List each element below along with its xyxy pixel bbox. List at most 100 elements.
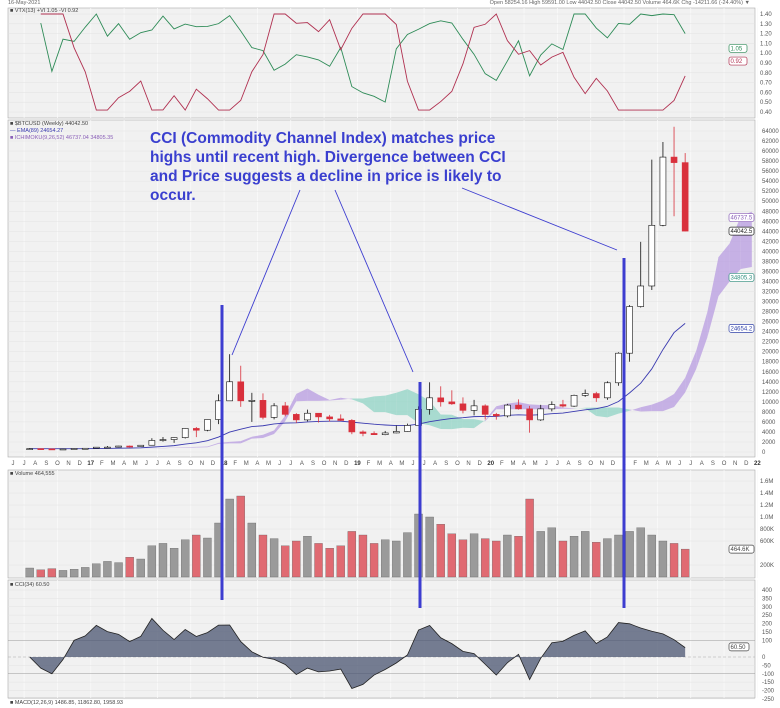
x-tick-label: M [399, 461, 404, 467]
volume-bar [558, 540, 568, 578]
ohlc-readout: Open 58254.16 High 59591.00 Low 44042.50… [489, 0, 750, 6]
x-tick-label: S [311, 461, 315, 467]
candle-body [259, 400, 267, 418]
x-tick-label: A [300, 461, 304, 467]
price-axis-label: 12000 [762, 390, 779, 396]
annotation-text: CCI (Commodity Channel Index) matches pr… [150, 130, 506, 204]
cci-axis-label: 400 [762, 588, 773, 594]
volume-axis-label: 1.2M [760, 503, 773, 509]
chart-date: 16-May-2021 [8, 0, 41, 6]
x-tick-label: N [200, 461, 204, 467]
volume-bar [669, 543, 679, 578]
volume-bar [325, 548, 334, 578]
candle-body [159, 439, 167, 441]
volume-bar [603, 538, 612, 578]
ichimoku-cloud-segment [529, 404, 541, 410]
x-tick-label: J [278, 461, 281, 467]
candle-body [370, 433, 378, 435]
candle-body [70, 448, 78, 450]
candle-body [559, 404, 567, 407]
cci-axis-label: 350 [762, 596, 773, 602]
x-tick-label: D [211, 461, 216, 467]
volume-bar [114, 562, 123, 578]
ichimoku-cloud-segment [374, 395, 386, 413]
x-tick-label: D [77, 461, 82, 467]
ichimoku-cloud-segment [196, 446, 208, 448]
price-axis-label: 40000 [762, 249, 779, 255]
volume-bar [425, 516, 434, 578]
ichimoku-cloud-segment [151, 448, 163, 449]
x-tick-label: J [23, 461, 26, 467]
ichimoku-cloud-segment [162, 447, 175, 449]
price-axis-label: 20000 [762, 350, 779, 356]
volume-bar [203, 537, 212, 578]
volume-bar [314, 543, 323, 578]
ichimoku-cloud-segment [207, 442, 219, 448]
volume-bar [136, 558, 145, 578]
x-tick-label: D [611, 461, 616, 467]
ichimoku-cloud-segment [696, 311, 708, 369]
x-tick-label: S [44, 461, 48, 467]
candle-body [115, 445, 122, 448]
candle-body [193, 428, 200, 431]
volume-bar [169, 548, 179, 578]
x-tick-label: O [588, 461, 593, 467]
x-tick-label: F [633, 461, 637, 467]
volume-bar [47, 568, 57, 578]
vortex-axis-label: 1.10 [760, 41, 772, 47]
volume-bar [592, 542, 601, 578]
x-tick-label: D [344, 461, 349, 467]
ichimoku-cloud-segment [362, 396, 375, 413]
x-tick-label: J [689, 461, 692, 467]
annotation-pointer-line [334, 189, 414, 373]
x-tick-label: O [722, 461, 727, 467]
ichimoku-cloud-segment [707, 257, 719, 338]
candle-body [48, 448, 56, 451]
candle-body [570, 395, 578, 407]
ichimoku-cloud-segment [596, 407, 608, 418]
x-tick-label: N [66, 461, 70, 467]
candle-body [237, 381, 245, 402]
price-axis-label: 2000 [762, 440, 776, 446]
price-axis-label: 34000 [762, 279, 779, 285]
candle-body [270, 405, 278, 418]
price-badge-label: 44042.5 [731, 229, 753, 235]
volume-bar [447, 533, 456, 578]
cci-fill [29, 618, 686, 689]
x-tick-label: M [133, 461, 138, 467]
x-tick-label: S [711, 461, 715, 467]
volume-bar [503, 534, 512, 578]
price-axis-label: 14000 [762, 380, 779, 386]
cci-axis-label: -150 [762, 680, 775, 686]
volume-axis-label: 1.0M [760, 515, 773, 521]
price-axis-label: 52000 [762, 189, 779, 195]
candle-body [248, 400, 256, 402]
volume-badge [728, 544, 755, 554]
volume-axis-label: 1.4M [760, 491, 773, 497]
ichimoku-cloud-segment [307, 388, 319, 401]
ichimoku-cloud-segment [562, 407, 575, 409]
price-axis-label: 32000 [762, 290, 779, 296]
x-tick-label: A [433, 461, 437, 467]
x-tick-label: 20 [487, 461, 494, 467]
x-tick-label: F [500, 461, 504, 467]
x-tick-label: F [367, 461, 371, 467]
price-badge-label: 24654.2 [731, 326, 753, 332]
cci-axis-label: -50 [762, 663, 771, 669]
x-tick-label: A [522, 461, 526, 467]
price-axis-label: 10000 [762, 400, 779, 406]
x-tick-label: O [455, 461, 460, 467]
price-axis-label: 6000 [762, 420, 776, 426]
candle-body [59, 448, 67, 451]
volume-bar [347, 531, 357, 578]
ichimoku-cloud-segment [662, 393, 675, 412]
cci-axis-label: 250 [762, 613, 773, 619]
price-axis-label: 24000 [762, 330, 779, 336]
volume-bar [58, 570, 68, 578]
x-tick-label: A [566, 461, 570, 467]
ichimoku-cloud-segment [674, 377, 686, 407]
candle-body [315, 412, 322, 418]
volume-bar [481, 538, 490, 578]
x-tick-label: A [122, 461, 126, 467]
candle-body [637, 285, 645, 307]
